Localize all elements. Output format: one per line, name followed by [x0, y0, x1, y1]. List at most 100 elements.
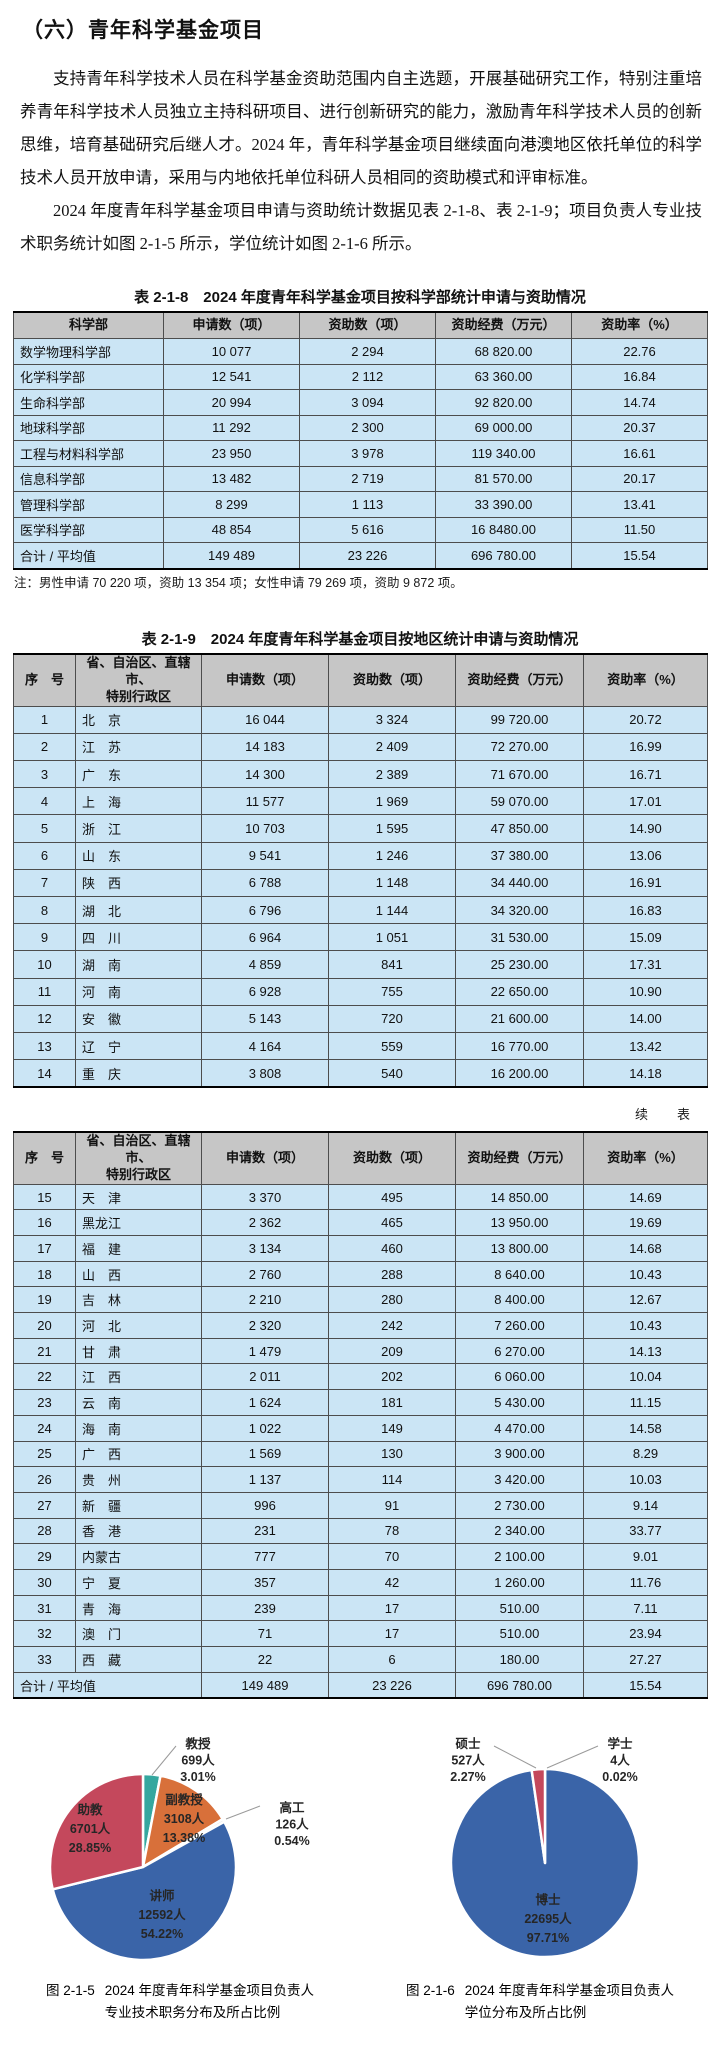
table-cell: 5	[13, 814, 76, 843]
table-cell: 1 137	[201, 1466, 329, 1493]
table-cell: 1 022	[201, 1414, 329, 1442]
table-cell: 114	[328, 1466, 456, 1493]
table-cell: 202	[328, 1363, 456, 1391]
pie-slice-硕士	[530, 1767, 547, 1865]
table-cell: 13.42	[583, 1031, 708, 1061]
table-cell: 22.76	[571, 338, 708, 365]
table-cell: 西 藏	[75, 1646, 202, 1673]
table-cell: 17.31	[583, 950, 708, 979]
figure-2-1-5-caption: 图 2-1-5 2024 年度青年科学基金项目负责人 专业技术职务分布及所占比例	[0, 1980, 360, 2024]
table-row: 31 青 海 239 17 510.00 7.11	[13, 1594, 708, 1622]
table-cell: 北 京	[75, 705, 202, 734]
table-cell: 2 760	[201, 1260, 329, 1288]
table-cell: 16	[13, 1209, 76, 1237]
table-cell: 山 东	[75, 841, 202, 870]
table-cell: 22	[201, 1646, 329, 1673]
table-cell: 16.83	[583, 895, 708, 925]
table-cell: 8 299	[163, 491, 300, 518]
table-cell: 11 292	[163, 414, 300, 441]
table-cell: 14.74	[571, 389, 708, 416]
table-row: 数学物理科学部 10 077 2 294 68 820.00 22.76	[13, 338, 708, 365]
table-cell: 71	[201, 1620, 329, 1648]
body-paragraph-2: 2024 年度青年科学基金项目申请与资助统计数据见表 2-1-8、表 2-1-9…	[20, 201, 702, 253]
table-cell: 16.99	[583, 732, 708, 762]
table-cell: 辽 宁	[75, 1031, 202, 1061]
table-cell: 江 西	[75, 1363, 202, 1391]
table-row: 合计 / 平均值 149 489 23 226 696 780.00 15.54	[13, 542, 708, 569]
table-cell: 720	[328, 1004, 456, 1033]
table-cell: 149 489	[163, 542, 300, 569]
table-cell: 5 143	[201, 1004, 329, 1033]
table-cell: 5 616	[299, 516, 436, 543]
table-cell: 福 建	[75, 1235, 202, 1262]
column-header: 序 号	[13, 1131, 76, 1185]
table-cell: 17.01	[583, 787, 708, 816]
table-cell: 2 320	[201, 1312, 329, 1339]
column-header: 资助经费（万元）	[455, 1131, 584, 1185]
table-cell: 安 徽	[75, 1004, 202, 1033]
table-cell: 13.06	[583, 841, 708, 870]
table-row: 16 黑龙江 2 362 465 13 950.00 19.69	[13, 1209, 708, 1237]
column-header: 科学部	[13, 311, 164, 339]
table-cell: 540	[328, 1059, 456, 1088]
table-cell: 20.37	[571, 414, 708, 441]
table-cell: 7 260.00	[455, 1312, 584, 1339]
table-row: 管理科学部 8 299 1 113 33 390.00 13.41	[13, 491, 708, 518]
column-header: 资助数（项）	[328, 653, 456, 707]
figure-2-1-5-number: 图 2-1-5	[45, 1983, 95, 1998]
header-row: 序 号省、自治区、直辖市、 特别行政区 申请数（项） 资助数（项） 资助经费（万元）资…	[13, 653, 708, 707]
table-2-1-9-continued: 序 号省、自治区、直辖市、 特别行政区 申请数（项） 资助数（项） 资助经费（万元）资…	[13, 1131, 708, 1700]
table-cell: 6 796	[201, 895, 329, 925]
table-cell: 510.00	[455, 1620, 584, 1648]
table-cell: 1 595	[328, 814, 456, 843]
table-cell: 130	[328, 1440, 456, 1468]
table-cell: 9	[13, 923, 76, 952]
table-cell: 71 670.00	[455, 760, 584, 789]
table-cell: 2 730.00	[455, 1491, 584, 1519]
table-cell: 69 000.00	[435, 414, 572, 441]
table-cell: 重 庆	[75, 1059, 202, 1088]
table-2-1-8-note: 注：男性申请 70 220 项，资助 13 354 项；女性申请 79 269 …	[14, 576, 463, 590]
table-cell: 香 港	[75, 1517, 202, 1545]
table-cell: 16 200.00	[455, 1059, 584, 1088]
continued-table-label: 续 表	[634, 1107, 698, 1122]
table-cell: 3 808	[201, 1059, 329, 1088]
table-cell: 11.50	[571, 516, 708, 543]
table-cell: 6	[328, 1646, 456, 1673]
table-cell: 465	[328, 1209, 456, 1237]
table-cell: 6	[13, 841, 76, 870]
table-cell: 510.00	[455, 1594, 584, 1622]
table-cell: 8.29	[583, 1440, 708, 1468]
table-cell: 3 370	[201, 1183, 329, 1211]
table-cell: 19.69	[583, 1209, 708, 1237]
table-cell: 32	[13, 1620, 76, 1648]
table-cell: 10.43	[583, 1260, 708, 1288]
table-cell: 1 051	[328, 923, 456, 952]
table-cell: 11.76	[583, 1568, 708, 1596]
pie-label-高工: 高工 126人 0.54%	[274, 1800, 309, 1848]
column-header: 资助率（%）	[583, 1131, 708, 1185]
table-cell: 3 978	[299, 440, 436, 467]
figure-2-1-6-number: 图 2-1-6	[405, 1983, 455, 1998]
column-header: 序 号	[13, 653, 76, 707]
table-cell: 10.90	[583, 977, 708, 1006]
table-cell: 2 100.00	[455, 1543, 584, 1570]
table-cell: 合计 / 平均值	[13, 1671, 202, 1699]
table-cell: 24	[13, 1414, 76, 1442]
table-cell: 3	[13, 760, 76, 789]
table-cell: 浙 江	[75, 814, 202, 843]
table-cell: 37 380.00	[455, 841, 584, 870]
table-cell: 2 340.00	[455, 1517, 584, 1545]
table-cell: 1 624	[201, 1389, 329, 1416]
table-row: 生命科学部 20 994 3 094 92 820.00 14.74	[13, 389, 708, 416]
column-header: 资助率（%）	[571, 311, 708, 339]
table-cell: 28	[13, 1517, 76, 1545]
table-cell: 14.13	[583, 1337, 708, 1365]
